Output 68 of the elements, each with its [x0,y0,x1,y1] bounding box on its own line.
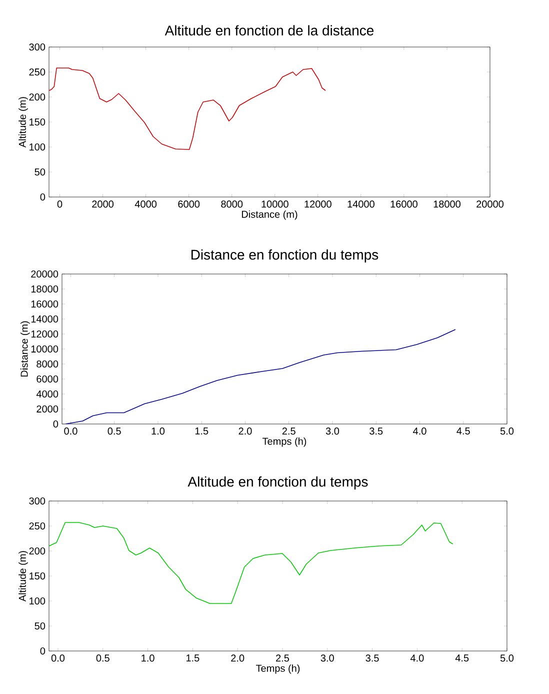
x-tick-label: 2000 [92,200,114,208]
x-tick-label: 8000 [221,200,243,208]
x-tick-label: 3.0 [326,428,340,435]
y-tick-label: 250 [29,522,46,530]
x-axis-title: Temps (h) [262,437,306,447]
chart-title: Altitude en fonction du temps [188,476,368,490]
y-tick-label: 150 [30,572,46,580]
x-tick-label: 1.5 [186,654,200,662]
y-tick-label: 4000 [36,390,58,398]
x-tick-label: 14000 [348,200,374,208]
x-tick-label: 0.0 [64,428,78,435]
x-tick-label: 3.0 [320,654,334,662]
x-tick-label: 2.5 [276,654,290,662]
x-tick-label: 4.5 [455,654,469,662]
x-tick-label: 10000 [262,200,288,208]
line-series [65,329,456,424]
y-tick-label: 14000 [31,315,58,323]
x-tick-label: 3.5 [370,428,383,435]
y-tick-label: 20000 [31,270,58,278]
y-tick-label: 50 [34,168,46,176]
y-tick-label: 0 [53,420,58,428]
x-tick-label: 2.0 [238,428,252,435]
x-tick-label: 4.0 [413,428,426,435]
x-tick-label: 5.0 [500,428,514,435]
x-tick-label: 1.0 [142,654,154,662]
y-axis-title: Distance (m) [20,321,30,377]
y-tick-label: 10000 [31,345,58,353]
x-tick-label: 2.0 [231,654,244,662]
x-tick-label: 6000 [178,200,200,208]
x-axis-title: Distance (m) [242,210,298,220]
x-tick-label: 4000 [134,200,157,208]
y-tick-label: 0 [40,647,46,655]
y-tick-label: 250 [29,68,46,76]
y-tick-label: 16000 [31,300,58,308]
x-tick-label: 4.0 [410,654,424,662]
x-tick-label: 0.5 [108,428,121,435]
y-tick-label: 200 [29,93,46,101]
y-tick-label: 12000 [31,330,58,338]
y-axis-title: Altitude (m) [18,97,28,148]
x-tick-label: 1.5 [195,428,208,435]
y-tick-label: 300 [29,43,46,51]
y-tick-label: 300 [29,497,46,505]
y-tick-label: 2000 [36,405,58,413]
y-tick-label: 6000 [36,375,58,383]
x-tick-label: 20000 [476,200,504,208]
x-axis-title: Temps (h) [256,664,300,674]
y-tick-label: 100 [30,597,46,605]
line-series [49,68,326,150]
x-tick-label: 4.5 [456,428,470,435]
y-tick-label: 18000 [31,285,58,293]
y-tick-label: 200 [29,547,46,555]
x-tick-label: 2.5 [282,428,296,435]
x-tick-label: 12000 [304,200,332,208]
x-tick-label: 5.0 [500,654,514,662]
chart-title: Altitude en fonction de la distance [164,25,374,36]
x-tick-label: 0.0 [51,654,65,662]
x-tick-label: 0.5 [96,654,110,662]
y-tick-label: 50 [34,622,46,630]
x-tick-label: 16000 [390,200,418,208]
chart-title: Distance en fonction du temps [191,249,378,262]
y-tick-label: 0 [40,193,46,201]
y-axis-title: Altitude (m) [18,551,28,602]
y-tick-label: 8000 [36,360,58,368]
x-tick-label: 3.5 [366,654,379,662]
y-tick-label: 100 [30,143,46,151]
x-tick-label: 18000 [434,200,460,208]
y-tick-label: 150 [30,118,46,126]
x-tick-label: 1.0 [152,428,165,435]
